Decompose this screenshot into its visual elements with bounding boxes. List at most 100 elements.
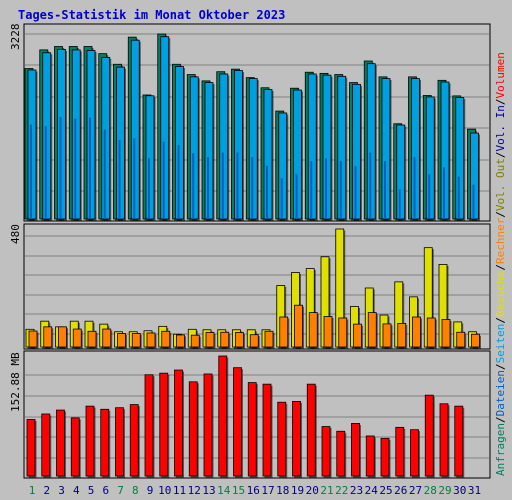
- bar-rechner: [249, 334, 260, 349]
- bar-seiten: [366, 63, 377, 221]
- bar-dateien: [280, 178, 283, 219]
- bar-dateien: [295, 173, 298, 219]
- day-label: 15: [232, 484, 245, 497]
- bar-volumen: [454, 405, 465, 478]
- bar-dateien: [384, 161, 386, 219]
- bar-rechner: [426, 317, 437, 349]
- bar-seiten: [71, 49, 82, 221]
- bar-volumen: [336, 430, 347, 478]
- bar-volumen: [306, 383, 317, 478]
- bar-rechner: [176, 334, 186, 349]
- bar-seiten: [204, 82, 215, 221]
- bar-volumen: [41, 413, 52, 478]
- middle-axis-max-label: 480: [9, 224, 22, 244]
- bar-dateien: [236, 152, 239, 219]
- bar-seiten: [116, 66, 126, 221]
- bar-rechner: [471, 333, 481, 349]
- legend-separator: /: [494, 211, 507, 218]
- bar-dateien: [118, 139, 121, 219]
- day-label: 9: [147, 484, 154, 497]
- day-label: 25: [379, 484, 392, 497]
- bar-volumen: [129, 404, 140, 478]
- bar-seiten: [455, 97, 466, 221]
- bar-seiten: [219, 73, 230, 221]
- bar-seiten: [307, 73, 318, 221]
- bar-seiten: [42, 52, 53, 221]
- bar-rechner: [367, 312, 378, 349]
- bar-seiten: [86, 50, 97, 221]
- bar-volumen: [321, 426, 332, 478]
- bar-seiten: [27, 69, 38, 221]
- bar-volumen: [247, 382, 258, 478]
- bar-dateien: [443, 167, 445, 219]
- day-label: 29: [438, 484, 451, 497]
- top-axis-max-label: 3228: [9, 24, 22, 51]
- bar-volumen: [115, 407, 125, 478]
- bar-rechner: [279, 316, 290, 349]
- bar-volumen: [365, 435, 376, 478]
- bar-dateien: [59, 116, 62, 219]
- day-label: 19: [291, 484, 304, 497]
- bar-volumen: [395, 426, 406, 478]
- bar-seiten: [352, 83, 362, 221]
- day-label: 6: [102, 484, 109, 497]
- bar-dateien: [89, 117, 91, 219]
- day-label: 22: [335, 484, 348, 497]
- bar-dateien: [103, 129, 106, 219]
- day-label: 18: [276, 484, 289, 497]
- bar-seiten: [470, 132, 480, 221]
- bar-rechner: [294, 304, 304, 349]
- day-label: 30: [453, 484, 466, 497]
- bar-dateien: [339, 161, 342, 219]
- day-label: 4: [73, 484, 80, 497]
- right-legend: Anfragen/Dateien/Seiten/Besuche/Rechner/…: [494, 52, 507, 476]
- legend-entry: Dateien: [494, 370, 507, 416]
- bar-seiten: [440, 81, 451, 221]
- bar-rechner: [456, 331, 467, 349]
- bar-volumen: [159, 372, 170, 478]
- bar-volumen: [233, 367, 243, 478]
- bar-volumen: [380, 437, 391, 478]
- bar-rechner: [161, 330, 172, 349]
- day-label: 12: [188, 484, 201, 497]
- bar-seiten: [130, 39, 141, 221]
- bar-volumen: [262, 383, 273, 478]
- bar-rechner: [117, 333, 127, 349]
- bar-rechner: [308, 312, 319, 349]
- day-label: 1: [29, 484, 36, 497]
- bar-volumen: [424, 394, 435, 478]
- bar-dateien: [413, 157, 416, 219]
- bar-rechner: [190, 334, 201, 349]
- day-label: 3: [58, 484, 65, 497]
- bar-volumen: [351, 423, 361, 478]
- bar-volumen: [218, 355, 229, 478]
- bar-seiten: [263, 89, 274, 221]
- day-label: 24: [365, 484, 379, 497]
- bar-seiten: [234, 70, 244, 221]
- bar-dateien: [457, 176, 460, 219]
- bar-volumen: [277, 401, 288, 478]
- day-label: 20: [306, 484, 319, 497]
- panels-group: [23, 23, 491, 479]
- day-label: 7: [117, 484, 124, 497]
- bar-rechner: [441, 319, 452, 349]
- day-label: 28: [424, 484, 437, 497]
- day-label: 17: [261, 484, 274, 497]
- bar-dateien: [162, 141, 165, 219]
- chart-title: Tages-Statistik im Monat Oktober 2023: [18, 8, 285, 22]
- day-label: 16: [247, 484, 260, 497]
- legend-separator: /: [494, 416, 507, 423]
- bar-seiten: [101, 56, 112, 221]
- bar-rechner: [264, 330, 275, 349]
- day-label: 21: [320, 484, 333, 497]
- legend-separator: /: [494, 317, 507, 324]
- legend-entry: Volumen: [494, 52, 507, 98]
- legend-entry: Vol. In: [494, 105, 507, 151]
- bar-volumen: [174, 369, 184, 478]
- bar-dateien: [472, 184, 475, 219]
- legend-entry: Rechner: [494, 217, 507, 264]
- bar-rechner: [412, 316, 422, 349]
- bar-seiten: [411, 78, 421, 221]
- bar-rechner: [353, 323, 363, 349]
